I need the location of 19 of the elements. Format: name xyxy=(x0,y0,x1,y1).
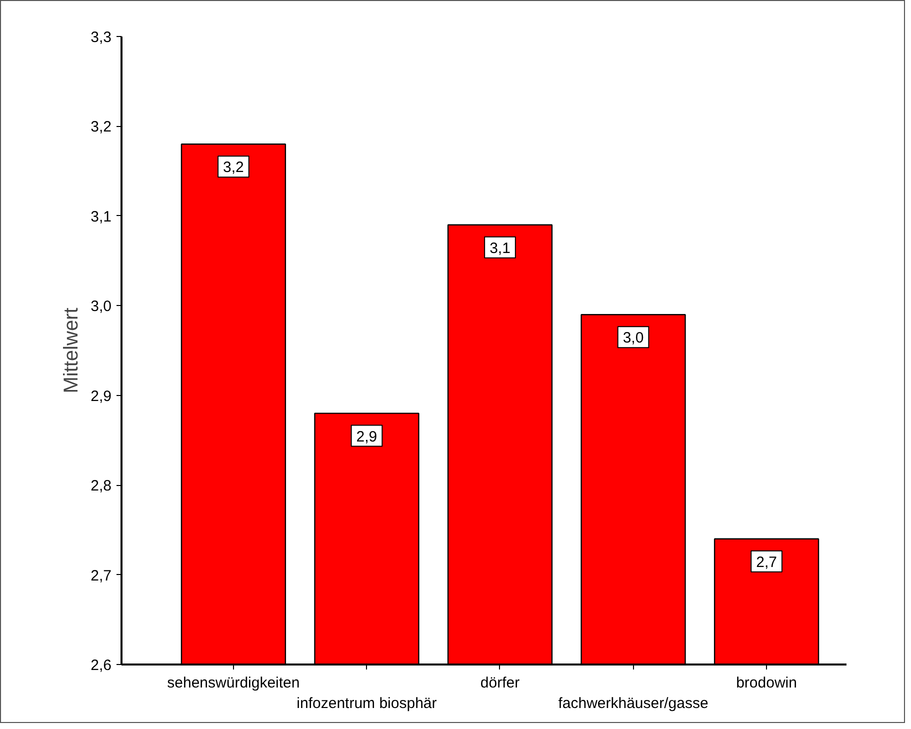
y-tick-label: 2,9 xyxy=(90,388,112,405)
data-label: 3,2 xyxy=(223,159,244,176)
x-tick-label: sehenswürdigkeiten xyxy=(167,674,300,692)
y-axis-title: Mittelwert xyxy=(60,307,83,394)
x-tick-label: infozentrum biosphär xyxy=(296,694,437,712)
y-tick-label: 3,3 xyxy=(90,29,112,46)
data-label: 3,0 xyxy=(622,330,644,347)
y-tick-label: 3,1 xyxy=(90,208,112,226)
y-tick-label: 3,2 xyxy=(90,118,112,136)
data-label: 2,9 xyxy=(356,428,378,446)
data-label: 3,1 xyxy=(490,240,510,257)
x-tick-label: brodowin xyxy=(736,674,797,692)
x-tick-label: dörfer xyxy=(480,674,520,692)
y-tick-label: 2,8 xyxy=(90,478,112,495)
y-tick-label: 3,0 xyxy=(90,298,112,316)
data-label: 2,7 xyxy=(756,554,777,571)
y-tick-label: 2,7 xyxy=(90,567,112,584)
x-tick-label: fachwerkhäuser/gasse xyxy=(558,694,708,712)
y-tick-label: 2,6 xyxy=(90,657,112,674)
